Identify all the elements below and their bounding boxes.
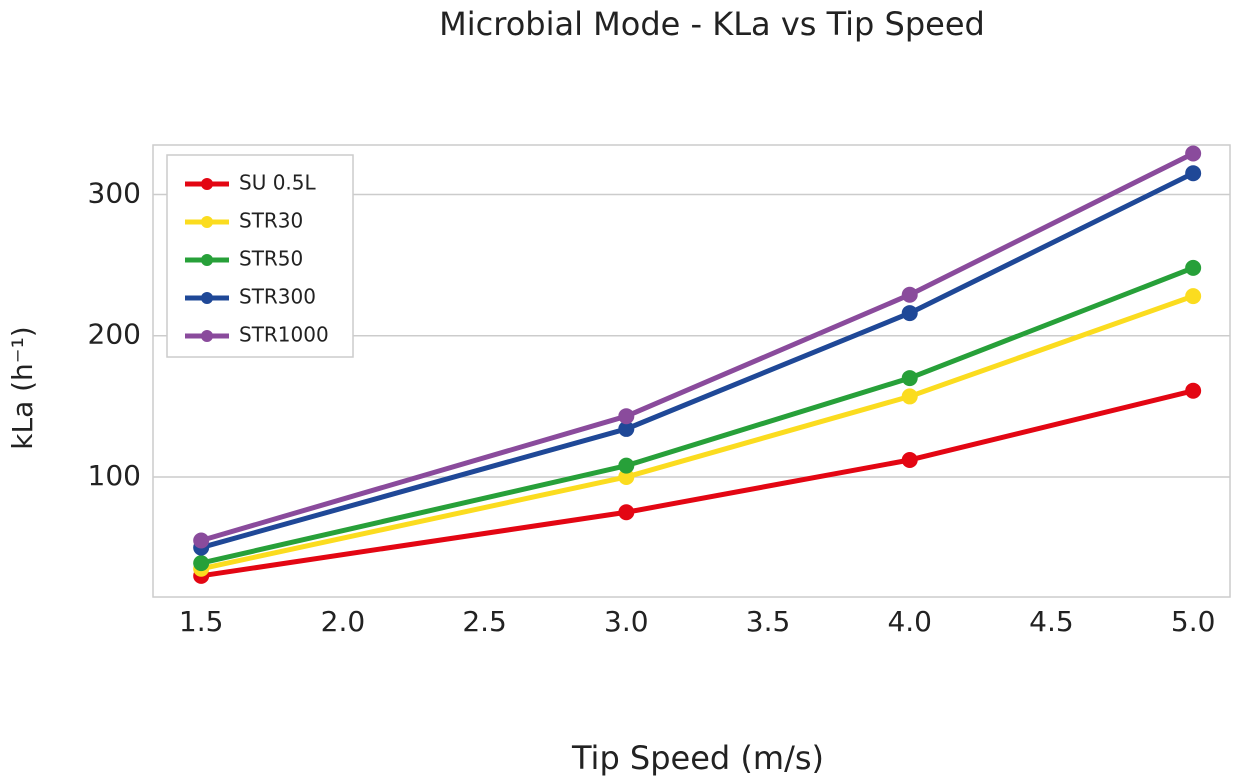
legend-label: STR50 [239, 247, 303, 271]
data-point [618, 468, 635, 485]
data-point [618, 504, 635, 521]
chart-title: Microbial Mode - KLa vs Tip Speed [439, 5, 985, 43]
legend-marker [201, 254, 213, 266]
legend-label: SU 0.5L [239, 171, 316, 195]
x-tick-label: 3.0 [604, 605, 649, 638]
x-tick-label: 4.5 [1029, 605, 1074, 638]
x-tick-label: 5.0 [1171, 605, 1216, 638]
legend-marker [201, 292, 213, 304]
data-point [901, 370, 918, 387]
data-point [1185, 259, 1202, 276]
x-tick-label: 3.5 [746, 605, 791, 638]
x-tick-label: 1.5 [179, 605, 224, 638]
data-point [901, 451, 918, 468]
series-line [200, 171, 1195, 550]
series-line [200, 265, 1195, 566]
series-line [200, 293, 1194, 572]
x-tick-label: 2.5 [462, 605, 507, 638]
legend-marker [201, 178, 213, 190]
plot-frame [152, 144, 1231, 598]
series-line [200, 388, 1194, 579]
series-line [200, 151, 1195, 543]
y-axis-label: kLa (h⁻¹) [6, 326, 39, 449]
data-point [1185, 165, 1202, 182]
legend-marker [201, 216, 213, 228]
x-tick-label: 2.0 [321, 605, 366, 638]
legend-label: STR1000 [239, 323, 329, 347]
data-point [618, 457, 635, 474]
data-point [1185, 145, 1202, 162]
data-point [193, 532, 210, 549]
data-point [901, 305, 918, 322]
legend-label: STR300 [239, 285, 316, 309]
data-point [1185, 288, 1202, 305]
data-point [901, 286, 918, 303]
legend-label: STR30 [239, 209, 303, 233]
y-tick-label: 200 [88, 318, 141, 351]
legend-box [166, 154, 354, 358]
data-point [1185, 382, 1202, 399]
legend-marker [201, 330, 213, 342]
y-tick-label: 300 [88, 176, 141, 209]
data-point [193, 555, 210, 572]
data-point [618, 420, 635, 437]
x-axis-label: Tip Speed (m/s) [571, 739, 824, 777]
data-point [618, 408, 635, 425]
x-tick-label: 4.0 [887, 605, 932, 638]
data-point [901, 388, 918, 405]
y-tick-label: 100 [88, 459, 141, 492]
